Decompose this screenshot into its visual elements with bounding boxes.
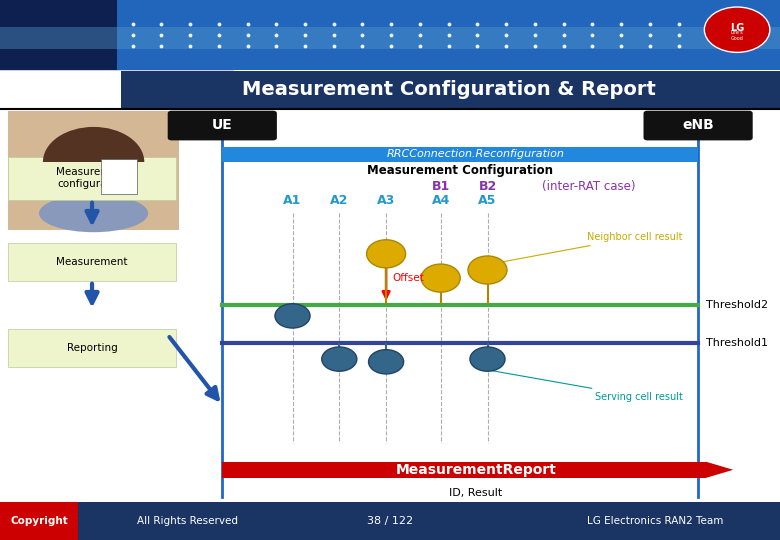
Text: Measurement
configuration: Measurement configuration bbox=[56, 167, 128, 189]
Text: RRCConnection.Reconfiguration: RRCConnection.Reconfiguration bbox=[387, 150, 565, 159]
Bar bbox=[8, 329, 176, 367]
Text: Copyright: Copyright bbox=[10, 516, 68, 526]
Bar bbox=[8, 157, 176, 200]
Circle shape bbox=[704, 7, 770, 52]
Bar bbox=[222, 462, 706, 478]
Ellipse shape bbox=[369, 350, 404, 374]
Ellipse shape bbox=[321, 347, 357, 372]
Text: Reporting: Reporting bbox=[66, 343, 118, 353]
Text: Life's
Good: Life's Good bbox=[731, 30, 743, 41]
Text: Neighbor cell result: Neighbor cell result bbox=[491, 232, 682, 264]
Ellipse shape bbox=[421, 264, 460, 292]
Circle shape bbox=[43, 135, 144, 205]
Text: All Rights Reserved: All Rights Reserved bbox=[136, 516, 238, 526]
Bar bbox=[8, 111, 179, 230]
Ellipse shape bbox=[275, 303, 310, 328]
Text: Offset: Offset bbox=[392, 273, 424, 282]
FancyBboxPatch shape bbox=[168, 111, 277, 140]
Text: A2: A2 bbox=[330, 194, 349, 207]
Text: LG Electronics RAN2 Team: LG Electronics RAN2 Team bbox=[587, 516, 723, 526]
Bar bbox=[8, 243, 176, 281]
Text: Measurement Configuration: Measurement Configuration bbox=[367, 164, 553, 177]
Text: A3: A3 bbox=[377, 194, 395, 207]
Text: A4: A4 bbox=[431, 194, 450, 207]
Text: Measurement: Measurement bbox=[56, 257, 128, 267]
Text: Threshold2: Threshold2 bbox=[706, 300, 768, 310]
Text: Measurement Configuration & Report: Measurement Configuration & Report bbox=[242, 80, 655, 99]
Text: A1: A1 bbox=[283, 194, 302, 207]
Text: A5: A5 bbox=[478, 194, 497, 207]
Bar bbox=[0, 502, 780, 540]
Ellipse shape bbox=[367, 240, 406, 268]
Text: Threshold1: Threshold1 bbox=[706, 338, 768, 348]
Text: Serving cell result: Serving cell result bbox=[491, 370, 682, 402]
Text: LG: LG bbox=[730, 23, 744, 33]
Text: UE: UE bbox=[212, 118, 232, 132]
Text: eNB: eNB bbox=[682, 118, 714, 132]
Bar bbox=[0, 27, 780, 49]
Bar bbox=[222, 147, 698, 162]
Text: ID, Result: ID, Result bbox=[449, 488, 502, 498]
Text: 38 / 122: 38 / 122 bbox=[367, 516, 413, 526]
Polygon shape bbox=[0, 0, 234, 70]
Ellipse shape bbox=[470, 347, 505, 372]
Text: MeasurementReport: MeasurementReport bbox=[395, 463, 556, 477]
Text: B2: B2 bbox=[478, 180, 497, 193]
Polygon shape bbox=[706, 462, 733, 478]
Bar bbox=[0, 502, 78, 540]
Bar bbox=[121, 71, 780, 108]
Text: (inter-RAT case): (inter-RAT case) bbox=[542, 180, 636, 193]
Polygon shape bbox=[222, 147, 242, 162]
Ellipse shape bbox=[468, 256, 507, 284]
Text: B1: B1 bbox=[431, 180, 450, 193]
FancyBboxPatch shape bbox=[644, 111, 753, 140]
Bar bbox=[101, 159, 136, 194]
Ellipse shape bbox=[39, 194, 148, 232]
Wedge shape bbox=[43, 127, 144, 162]
Bar bbox=[117, 0, 780, 70]
